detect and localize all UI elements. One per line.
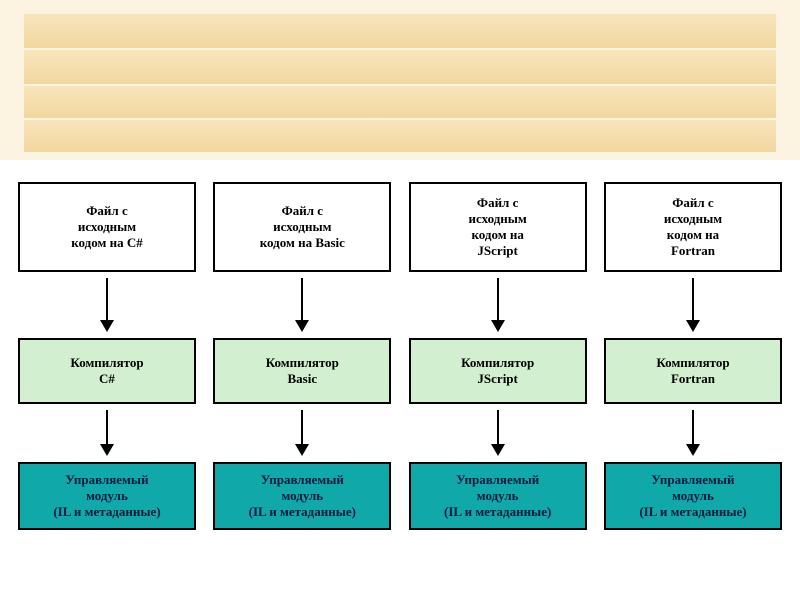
- flow-column: Файл с исходным кодом на C# Компилятор C…: [18, 182, 196, 578]
- managed-module-box: Управляемый модуль (IL и метаданные): [18, 462, 196, 530]
- arrow-down-icon: [497, 278, 499, 330]
- source-line: кодом на: [610, 227, 776, 243]
- compiler-box: Компилятор C#: [18, 338, 196, 404]
- compiler-box: Компилятор Fortran: [604, 338, 782, 404]
- source-line: Файл с: [24, 203, 190, 219]
- compiler-line: Компилятор: [415, 355, 581, 371]
- managed-module-box: Управляемый модуль (IL и метаданные): [604, 462, 782, 530]
- arrow-down-icon: [106, 410, 108, 454]
- compiler-line: Компилятор: [24, 355, 190, 371]
- managed-module-box: Управляемый модуль (IL и метаданные): [213, 462, 391, 530]
- source-file-box: Файл с исходным кодом на Fortran: [604, 182, 782, 272]
- flow-column: Файл с исходным кодом на Basic Компилято…: [213, 182, 391, 578]
- flow-column: Файл с исходным кодом на JScript Компиля…: [409, 182, 587, 578]
- module-line: (IL и метаданные): [610, 504, 776, 520]
- module-line: Управляемый: [610, 472, 776, 488]
- flow-column: Файл с исходным кодом на Fortran Компиля…: [604, 182, 782, 578]
- source-line: исходным: [219, 219, 385, 235]
- source-line: JScript: [415, 243, 581, 259]
- source-line: кодом на Basic: [219, 235, 385, 251]
- module-line: Управляемый: [24, 472, 190, 488]
- header-stripes: [24, 14, 776, 152]
- arrow-down-icon: [106, 278, 108, 330]
- compiler-box: Компилятор JScript: [409, 338, 587, 404]
- module-line: модуль: [24, 488, 190, 504]
- compiler-line: C#: [24, 371, 190, 387]
- header-stripe: [24, 50, 776, 84]
- compiler-line: JScript: [415, 371, 581, 387]
- compiler-line: Компилятор: [610, 355, 776, 371]
- module-line: Управляемый: [219, 472, 385, 488]
- source-line: исходным: [415, 211, 581, 227]
- source-file-box: Файл с исходным кодом на JScript: [409, 182, 587, 272]
- header-stripe: [24, 120, 776, 152]
- compiler-line: Fortran: [610, 371, 776, 387]
- source-file-box: Файл с исходным кодом на C#: [18, 182, 196, 272]
- arrow-down-icon: [301, 410, 303, 454]
- module-line: (IL и метаданные): [219, 504, 385, 520]
- module-line: модуль: [219, 488, 385, 504]
- source-line: кодом на C#: [24, 235, 190, 251]
- source-line: исходным: [610, 211, 776, 227]
- source-file-box: Файл с исходным кодом на Basic: [213, 182, 391, 272]
- source-line: исходным: [24, 219, 190, 235]
- source-line: Файл с: [219, 203, 385, 219]
- flow-columns: Файл с исходным кодом на C# Компилятор C…: [18, 182, 782, 578]
- source-line: кодом на: [415, 227, 581, 243]
- compiler-box: Компилятор Basic: [213, 338, 391, 404]
- module-line: (IL и метаданные): [24, 504, 190, 520]
- module-line: модуль: [610, 488, 776, 504]
- header-stripe: [24, 14, 776, 48]
- arrow-down-icon: [301, 278, 303, 330]
- arrow-down-icon: [692, 278, 694, 330]
- page: Файл с исходным кодом на C# Компилятор C…: [0, 0, 800, 600]
- arrow-down-icon: [497, 410, 499, 454]
- source-line: Файл с: [415, 195, 581, 211]
- diagram-panel: Файл с исходным кодом на C# Компилятор C…: [0, 160, 800, 600]
- compiler-line: Basic: [219, 371, 385, 387]
- header-stripe: [24, 86, 776, 118]
- source-line: Файл с: [610, 195, 776, 211]
- compiler-line: Компилятор: [219, 355, 385, 371]
- module-line: (IL и метаданные): [415, 504, 581, 520]
- module-line: Управляемый: [415, 472, 581, 488]
- module-line: модуль: [415, 488, 581, 504]
- managed-module-box: Управляемый модуль (IL и метаданные): [409, 462, 587, 530]
- arrow-down-icon: [692, 410, 694, 454]
- source-line: Fortran: [610, 243, 776, 259]
